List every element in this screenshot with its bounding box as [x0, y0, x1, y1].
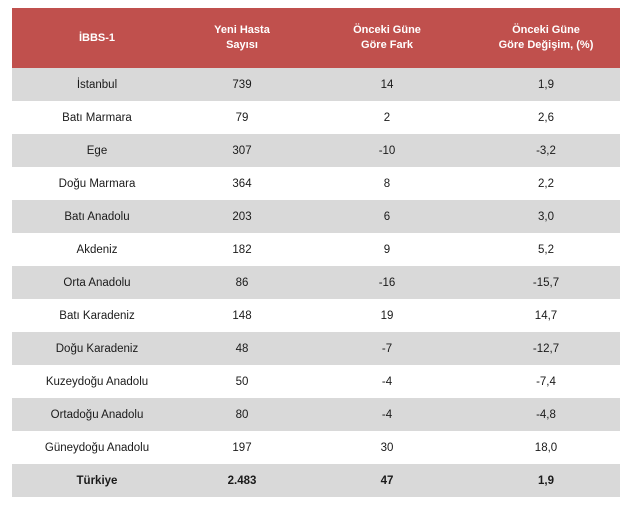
region-cell: Orta Anadolu: [12, 266, 182, 299]
region-cell: İstanbul: [12, 68, 182, 101]
column-header-diff: Önceki Güne Göre Fark: [302, 8, 472, 68]
pct-change-cell: 1,9: [472, 464, 620, 497]
column-header-line: Göre Fark: [361, 39, 413, 51]
new-patients-cell: 148: [182, 299, 302, 332]
region-cell: Doğu Marmara: [12, 167, 182, 200]
table-row: Batı Karadeniz 148 19 14,7: [12, 299, 620, 332]
new-patients-cell: 182: [182, 233, 302, 266]
table-row: Kuzeydoğu Anadolu 50 -4 -7,4: [12, 365, 620, 398]
new-patients-cell: 364: [182, 167, 302, 200]
diff-cell: 14: [302, 68, 472, 101]
diff-cell: 2: [302, 101, 472, 134]
table-row: Ege 307 -10 -3,2: [12, 134, 620, 167]
table-row: Batı Marmara 79 2 2,6: [12, 101, 620, 134]
region-cell: Kuzeydoğu Anadolu: [12, 365, 182, 398]
pct-change-cell: -7,4: [472, 365, 620, 398]
new-patients-cell: 50: [182, 365, 302, 398]
table-row: Doğu Karadeniz 48 -7 -12,7: [12, 332, 620, 365]
pct-change-cell: 3,0: [472, 200, 620, 233]
diff-cell: 6: [302, 200, 472, 233]
regional-patients-table: İBBS-1 Yeni Hasta Sayısı Önceki Güne Göre Fa…: [12, 8, 620, 497]
total-row: Türkiye 2.483 47 1,9: [12, 464, 620, 497]
new-patients-cell: 80: [182, 398, 302, 431]
pct-change-cell: 18,0: [472, 431, 620, 464]
column-header-region: İBBS-1: [12, 8, 182, 68]
new-patients-cell: 86: [182, 266, 302, 299]
region-cell: Akdeniz: [12, 233, 182, 266]
diff-cell: -4: [302, 365, 472, 398]
pct-change-cell: -4,8: [472, 398, 620, 431]
diff-cell: 8: [302, 167, 472, 200]
region-cell: Batı Marmara: [12, 101, 182, 134]
region-cell: Güneydoğu Anadolu: [12, 431, 182, 464]
diff-cell: -16: [302, 266, 472, 299]
region-cell: Ortadoğu Anadolu: [12, 398, 182, 431]
region-cell: Doğu Karadeniz: [12, 332, 182, 365]
column-header-line: Önceki Güne: [512, 24, 580, 36]
diff-cell: 19: [302, 299, 472, 332]
pct-change-cell: 5,2: [472, 233, 620, 266]
pct-change-cell: -15,7: [472, 266, 620, 299]
column-header-line: İBBS-1: [78, 31, 116, 44]
table-row: Akdeniz 182 9 5,2: [12, 233, 620, 266]
pct-change-cell: -12,7: [472, 332, 620, 365]
column-header-pct_change: Önceki Güne Göre Değişim, (%): [472, 8, 620, 68]
column-header-line: Sayısı: [226, 39, 258, 51]
pct-change-cell: 1,9: [472, 68, 620, 101]
diff-cell: -10: [302, 134, 472, 167]
table-row: İstanbul 739 14 1,9: [12, 68, 620, 101]
table-row: Batı Anadolu 203 6 3,0: [12, 200, 620, 233]
diff-cell: -4: [302, 398, 472, 431]
table-row: Ortadoğu Anadolu 80 -4 -4,8: [12, 398, 620, 431]
column-header-line: Önceki Güne: [353, 24, 421, 36]
new-patients-cell: 197: [182, 431, 302, 464]
pct-change-cell: 2,6: [472, 101, 620, 134]
region-cell: Ege: [12, 134, 182, 167]
region-cell: Batı Karadeniz: [12, 299, 182, 332]
new-patients-cell: 2.483: [182, 464, 302, 497]
pct-change-cell: -3,2: [472, 134, 620, 167]
region-cell: Batı Anadolu: [12, 200, 182, 233]
diff-cell: 9: [302, 233, 472, 266]
table-row: Doğu Marmara 364 8 2,2: [12, 167, 620, 200]
diff-cell: 30: [302, 431, 472, 464]
new-patients-cell: 48: [182, 332, 302, 365]
column-header-line: Göre Değişim, (%): [498, 39, 594, 51]
region-cell: Türkiye: [12, 464, 182, 497]
diff-cell: 47: [302, 464, 472, 497]
new-patients-cell: 307: [182, 134, 302, 167]
diff-cell: -7: [302, 332, 472, 365]
table-row: Güneydoğu Anadolu 197 30 18,0: [12, 431, 620, 464]
table-row: Orta Anadolu 86 -16 -15,7: [12, 266, 620, 299]
header-row: İBBS-1 Yeni Hasta Sayısı Önceki Güne Göre Fa…: [12, 8, 620, 68]
column-header-new_patients: Yeni Hasta Sayısı: [182, 8, 302, 68]
pct-change-cell: 2,2: [472, 167, 620, 200]
new-patients-cell: 79: [182, 101, 302, 134]
new-patients-cell: 739: [182, 68, 302, 101]
pct-change-cell: 14,7: [472, 299, 620, 332]
new-patients-cell: 203: [182, 200, 302, 233]
column-header-line: Yeni Hasta: [214, 24, 270, 36]
